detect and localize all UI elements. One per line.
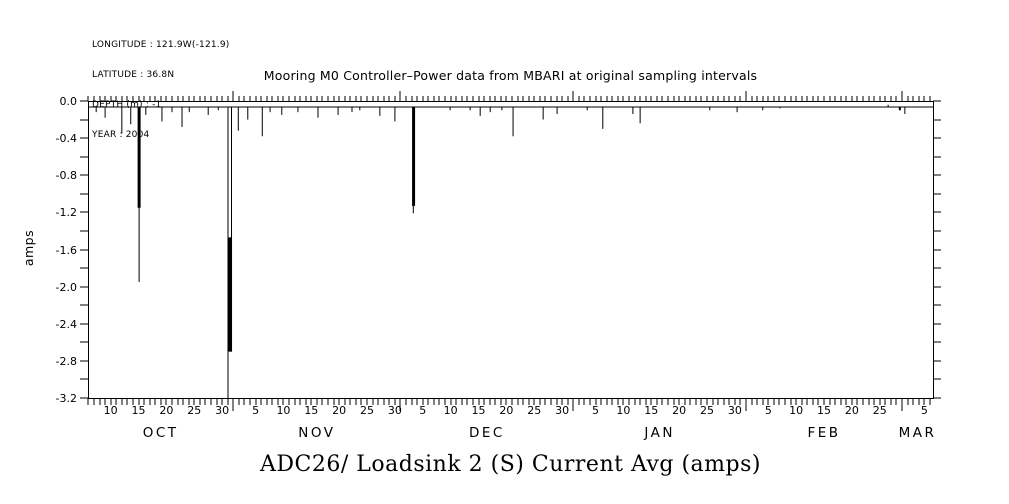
svg-text:30: 30 (388, 404, 402, 417)
svg-text:20: 20 (499, 404, 513, 417)
svg-text:20: 20 (672, 404, 686, 417)
svg-text:DEC: DEC (469, 425, 505, 441)
svg-text:-2.0: -2.0 (56, 281, 77, 294)
y-axis-labels: 0.0 -0.4 -0.8 -1.2 -1.6 -2.0 -2.4 -2.8 -3.2 (56, 95, 77, 405)
svg-text:30: 30 (215, 404, 229, 417)
station-info: LONGITUDE : 121.9W(-121.9) LATITUDE : 36… (92, 20, 230, 160)
svg-text:15: 15 (132, 404, 146, 417)
svg-text:20: 20 (845, 404, 859, 417)
svg-text:-1.2: -1.2 (56, 206, 77, 219)
svg-text:-2.4: -2.4 (56, 318, 77, 331)
svg-text:15: 15 (304, 404, 318, 417)
svg-text:-1.6: -1.6 (56, 244, 77, 257)
svg-text:25: 25 (873, 404, 887, 417)
svg-text:FEB: FEB (808, 425, 841, 441)
svg-text:10: 10 (276, 404, 290, 417)
svg-text:30: 30 (555, 404, 569, 417)
svg-text:10: 10 (616, 404, 630, 417)
svg-text:10: 10 (444, 404, 458, 417)
svg-text:-0.8: -0.8 (56, 169, 77, 182)
data-series (88, 104, 933, 398)
year-label: YEAR : 2004 (92, 130, 150, 140)
x-axis-ticks (87, 91, 931, 411)
axes-frame (88, 101, 934, 399)
depth-label: DEPTH (m) : -1 (92, 100, 162, 110)
svg-text:MAR: MAR (899, 425, 937, 441)
svg-text:15: 15 (472, 404, 486, 417)
svg-text:25: 25 (360, 404, 374, 417)
series-title: ADC26/ Loadsink 2 (S) Current Avg (amps) (260, 452, 761, 477)
svg-text:OCT: OCT (143, 425, 179, 441)
svg-text:25: 25 (700, 404, 714, 417)
svg-text:JAN: JAN (643, 425, 675, 441)
svg-text:20: 20 (159, 404, 173, 417)
chart-title: Mooring M0 Controller–Power data from MB… (263, 68, 758, 83)
longitude-label: LONGITUDE : 121.9W(-121.9) (92, 40, 230, 50)
y-axis-ticks (80, 100, 941, 399)
latitude-label: LATITUDE : 36.8N (92, 70, 175, 80)
svg-text:5: 5 (419, 404, 426, 417)
svg-text:5: 5 (921, 404, 928, 417)
svg-text:30: 30 (728, 404, 742, 417)
svg-text:15: 15 (817, 404, 831, 417)
svg-text:5: 5 (252, 404, 259, 417)
svg-text:-2.8: -2.8 (56, 355, 77, 368)
svg-text:-3.2: -3.2 (56, 392, 77, 405)
svg-text:25: 25 (527, 404, 541, 417)
x-day-labels: 10 15 20 25 30 5 10 15 20 25 30 5 10 15 20 25 30 5 10 15 20 2… (104, 404, 928, 417)
svg-text:25: 25 (187, 404, 201, 417)
svg-text:5: 5 (765, 404, 772, 417)
svg-text:15: 15 (644, 404, 658, 417)
y-axis-title: amps (21, 230, 36, 266)
x-month-labels: OCT NOV DEC JAN FEB MAR (143, 425, 937, 441)
svg-text:10: 10 (104, 404, 118, 417)
svg-text:NOV: NOV (298, 425, 335, 441)
svg-text:20: 20 (332, 404, 346, 417)
svg-text:10: 10 (789, 404, 803, 417)
svg-text:0.0: 0.0 (60, 95, 78, 108)
svg-text:amps: amps (21, 230, 36, 266)
svg-text:5: 5 (592, 404, 599, 417)
svg-text:-0.4: -0.4 (56, 132, 77, 145)
